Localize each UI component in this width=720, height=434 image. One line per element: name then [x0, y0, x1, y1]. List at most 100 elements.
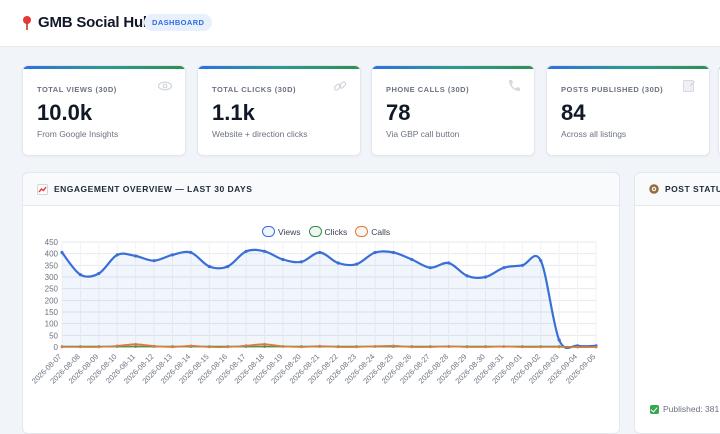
- data-point-calls: [189, 344, 193, 348]
- app-title: GMB Social Hub: [38, 14, 152, 31]
- eye-icon: [157, 81, 173, 91]
- stat-label: TOTAL CLICKS (30D): [212, 85, 297, 94]
- data-point-calls: [300, 345, 303, 349]
- note-icon: [683, 80, 696, 92]
- data-point-views: [318, 250, 322, 255]
- data-point-views: [410, 257, 414, 262]
- legend-swatch: [308, 226, 322, 237]
- data-point-calls: [226, 345, 230, 349]
- data-point-views: [355, 262, 359, 266]
- donut-icon: [649, 184, 659, 194]
- data-point-views: [115, 253, 119, 257]
- legend-item-views[interactable]: Views: [262, 226, 301, 237]
- phone-icon: [508, 80, 520, 92]
- data-point-clicks: [263, 345, 266, 348]
- data-point-calls: [336, 345, 340, 349]
- data-point-calls: [557, 345, 561, 349]
- data-point-calls: [465, 345, 469, 349]
- top-bar: GMB Social Hub DASHBOARD: [0, 0, 720, 47]
- data-point-views: [60, 250, 64, 255]
- checkbox-icon: [650, 404, 659, 414]
- data-point-calls: [134, 342, 137, 346]
- data-point-calls: [281, 345, 285, 348]
- stat-subtext: From Google Insights: [37, 129, 119, 139]
- y-tick-label: 100: [45, 320, 59, 329]
- data-point-views: [520, 263, 524, 267]
- link-icon: [333, 81, 347, 91]
- stat-value: 78: [386, 100, 411, 125]
- data-point-views: [244, 249, 248, 253]
- map-pin-icon: [23, 15, 31, 30]
- data-point-calls: [484, 345, 487, 349]
- data-point-calls: [79, 345, 82, 349]
- data-point-calls: [392, 344, 395, 348]
- data-point-calls: [447, 345, 450, 348]
- data-point-calls: [115, 344, 119, 348]
- data-point-views: [97, 271, 101, 276]
- data-point-calls: [355, 345, 358, 349]
- card-accent-bar: [23, 66, 185, 69]
- stat-subtext: Across all listings: [561, 129, 627, 139]
- data-point-calls: [152, 344, 156, 348]
- y-tick-label: 300: [45, 273, 59, 282]
- stat-card-posts[interactable]: POSTS PUBLISHED (30D) 84 Across all list…: [546, 65, 710, 156]
- stat-label: PHONE CALLS (30D): [386, 85, 470, 94]
- legend-label: Views: [278, 226, 301, 237]
- data-point-views: [299, 260, 303, 264]
- y-tick-label: 400: [45, 250, 59, 259]
- legend-swatch: [355, 226, 369, 237]
- data-point-views: [134, 254, 138, 258]
- data-point-views: [447, 261, 451, 265]
- data-point-views: [226, 264, 230, 269]
- legend-swatch: [262, 226, 275, 237]
- data-point-views: [152, 259, 156, 263]
- engagement-panel-header: ENGAGEMENT OVERVIEW — LAST 30 DAYS: [23, 173, 619, 206]
- data-point-views: [557, 338, 561, 342]
- post-status-panel: POST STATUS: [634, 172, 720, 434]
- data-point-views: [207, 264, 211, 269]
- data-point-views: [336, 261, 340, 265]
- y-tick-label: 150: [45, 308, 59, 317]
- chart-line-icon: [37, 183, 48, 195]
- data-point-calls: [263, 342, 266, 346]
- stat-label: TOTAL VIEWS (30D): [37, 85, 117, 94]
- stat-value: 84: [561, 100, 586, 125]
- data-point-calls: [594, 345, 598, 349]
- series-area-views: [62, 249, 596, 348]
- stat-card-calls[interactable]: PHONE CALLS (30D) 78 Via GBP call button: [371, 65, 535, 156]
- legend-label: Clicks: [324, 226, 348, 237]
- y-tick-label: 350: [45, 261, 59, 270]
- legend-item-clicks[interactable]: Clicks: [308, 226, 348, 237]
- y-tick-label: 450: [45, 238, 59, 247]
- stat-value: 10.0k: [37, 100, 93, 125]
- y-tick-label: 50: [49, 331, 58, 340]
- y-tick-label: 0: [54, 343, 59, 352]
- engagement-chart: 0501001502002503003504004502026-08-07202…: [30, 238, 598, 386]
- data-point-views: [78, 273, 83, 277]
- data-point-views: [189, 250, 193, 255]
- data-point-calls: [539, 345, 543, 349]
- post-status-panel-title: POST STATUS: [665, 184, 720, 194]
- dashboard-badge: DASHBOARD: [144, 14, 213, 31]
- y-tick-label: 200: [45, 296, 59, 305]
- data-point-calls: [428, 345, 432, 349]
- card-accent-bar: [547, 66, 709, 69]
- engagement-panel-title: ENGAGEMENT OVERVIEW — LAST 30 DAYS: [54, 184, 253, 194]
- data-point-calls: [576, 345, 579, 349]
- legend-item-calls[interactable]: Calls: [355, 226, 390, 237]
- data-point-views: [373, 250, 377, 255]
- data-point-views: [483, 275, 488, 279]
- data-point-calls: [60, 345, 64, 349]
- data-point-calls: [97, 345, 101, 349]
- stat-card-views[interactable]: TOTAL VIEWS (30D) 10.0k From Google Insi…: [22, 65, 186, 156]
- data-point-calls: [410, 345, 414, 349]
- data-point-views: [502, 266, 506, 270]
- stat-card-clicks[interactable]: TOTAL CLICKS (30D) 1.1k Website + direct…: [197, 65, 361, 156]
- y-tick-label: 250: [45, 285, 59, 294]
- brand[interactable]: GMB Social Hub: [22, 14, 152, 31]
- data-point-views: [539, 259, 543, 263]
- data-point-calls: [318, 344, 322, 348]
- data-point-calls: [208, 345, 211, 349]
- series-line-calls: [62, 343, 596, 348]
- data-point-views: [428, 266, 432, 270]
